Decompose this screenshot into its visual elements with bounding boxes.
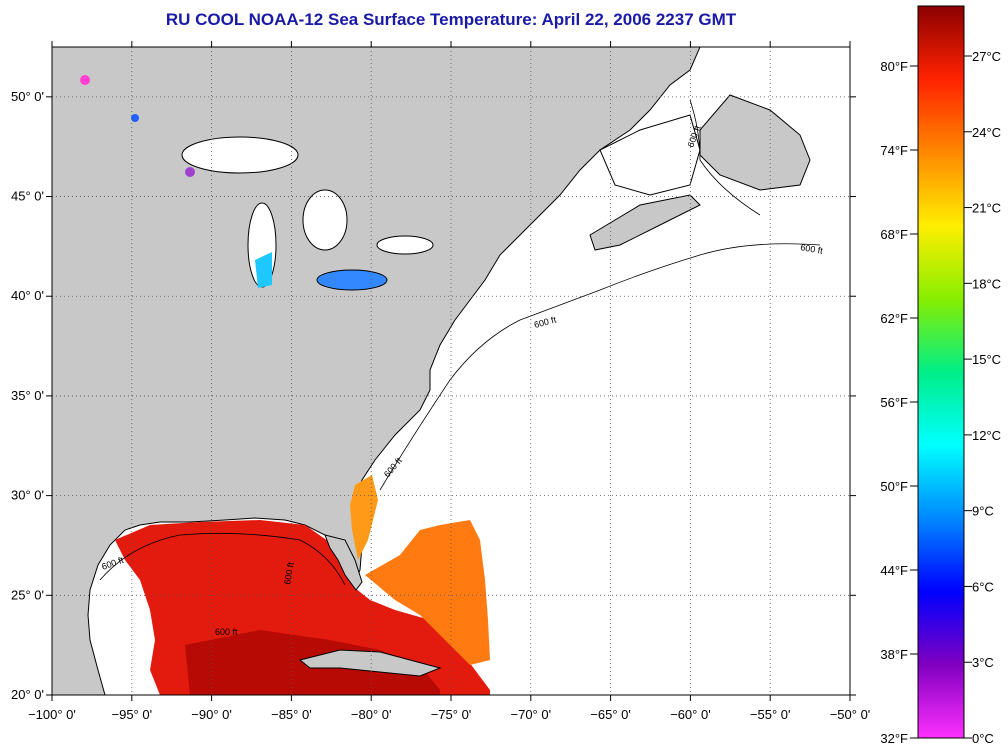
x-tick-label: −100° 0': [28, 707, 76, 722]
colorbar-c-label: 3°C: [972, 655, 994, 670]
contour-label-grand-banks: 600 ft: [800, 242, 824, 256]
colorbar-c-label: 27°C: [972, 49, 1001, 64]
x-tick-label: −80° 0': [351, 707, 392, 722]
colorbar-c-label: 21°C: [972, 201, 1001, 216]
x-tick-label: −70° 0': [511, 707, 552, 722]
colorbar-f-label: 80°F: [880, 59, 908, 74]
y-tick-label: 40° 0': [11, 288, 44, 303]
colorbar-c-label: 18°C: [972, 276, 1001, 291]
x-tick-label: −95° 0': [112, 707, 153, 722]
colorbar-f-label: 74°F: [880, 143, 908, 158]
lake-huron: [302, 189, 348, 251]
y-tick-label: 20° 0': [11, 687, 44, 702]
lake-erie: [316, 269, 388, 291]
colorbar-c-label: 24°C: [972, 125, 1001, 140]
colorbar-f-label: 56°F: [880, 395, 908, 410]
colorbar-celsius-labels: 27°C 24°C 21°C 18°C 15°C 12°C 9°C 6°C 3°C 0°C: [964, 49, 1001, 746]
sst-lake-superior-west: [185, 167, 195, 177]
land-cuba: [298, 649, 442, 677]
gridlines: [52, 47, 850, 695]
contour-600ft-labrador: [689, 99, 761, 216]
colorbar-f-label: 68°F: [880, 227, 908, 242]
land-nova-scotia: [589, 194, 701, 251]
contour-600ft-gulf: [99, 532, 346, 586]
map-title: RU COOL NOAA-12 Sea Surface Temperature:…: [165, 10, 737, 29]
x-axis-ticks: −100° 0' −95° 0' −90° 0' −85° 0' −80° 0' −75°…: [28, 41, 870, 722]
x-tick-label: −85° 0': [271, 707, 312, 722]
sst-hudson-spot: [80, 75, 90, 85]
y-tick-label: 30° 0': [11, 488, 44, 503]
colorbar-c-label: 15°C: [972, 352, 1001, 367]
y-tick-label: 45° 0': [11, 189, 44, 204]
sst-lake-michigan: [255, 252, 272, 288]
lake-superior: [181, 136, 299, 174]
y-axis-ticks: 50° 0' 45° 0' 40° 0' 35° 0' 30° 0' 25° 0' 20° …: [11, 89, 856, 702]
gulf-st-lawrence: [599, 114, 701, 196]
land-florida: [324, 534, 363, 591]
colorbar-f-label: 62°F: [880, 311, 908, 326]
x-tick-label: −90° 0': [191, 707, 232, 722]
contour-label-east-gulf: 600 ft: [282, 561, 296, 585]
x-tick-label: −75° 0': [431, 707, 472, 722]
sst-lake-winnipeg-spot: [131, 114, 139, 122]
sst-atlantic-bahamas: [365, 520, 490, 665]
colorbar-f-label: 32°F: [880, 731, 908, 746]
colorbar-f-label: 38°F: [880, 647, 908, 662]
colorbar-c-label: 12°C: [972, 428, 1001, 443]
y-tick-label: 35° 0': [11, 388, 44, 403]
x-tick-label: −50° 0': [830, 707, 871, 722]
land-newfoundland: [699, 94, 811, 191]
sst-florida-east-coast: [350, 475, 378, 560]
contour-600ft-atlantic: [379, 243, 821, 491]
colorbar: [917, 5, 965, 739]
x-tick-label: −60° 0': [670, 707, 711, 722]
y-tick-label: 50° 0': [11, 89, 44, 104]
x-tick-label: −55° 0': [750, 707, 791, 722]
colorbar-c-label: 9°C: [972, 504, 994, 519]
contour-label-southeast: 600 ft: [215, 627, 238, 637]
x-tick-label: −65° 0': [590, 707, 631, 722]
colorbar-c-label: 6°C: [972, 579, 994, 594]
colorbar-c-label: 0°C: [972, 731, 994, 746]
colorbar-fahrenheit-labels: 80°F 74°F 68°F 62°F 56°F 50°F 44°F 38°F 32°F: [880, 59, 918, 746]
colorbar-f-label: 50°F: [880, 479, 908, 494]
y-tick-label: 25° 0': [11, 587, 44, 602]
colorbar-f-label: 44°F: [880, 563, 908, 578]
lake-ontario: [376, 235, 434, 255]
